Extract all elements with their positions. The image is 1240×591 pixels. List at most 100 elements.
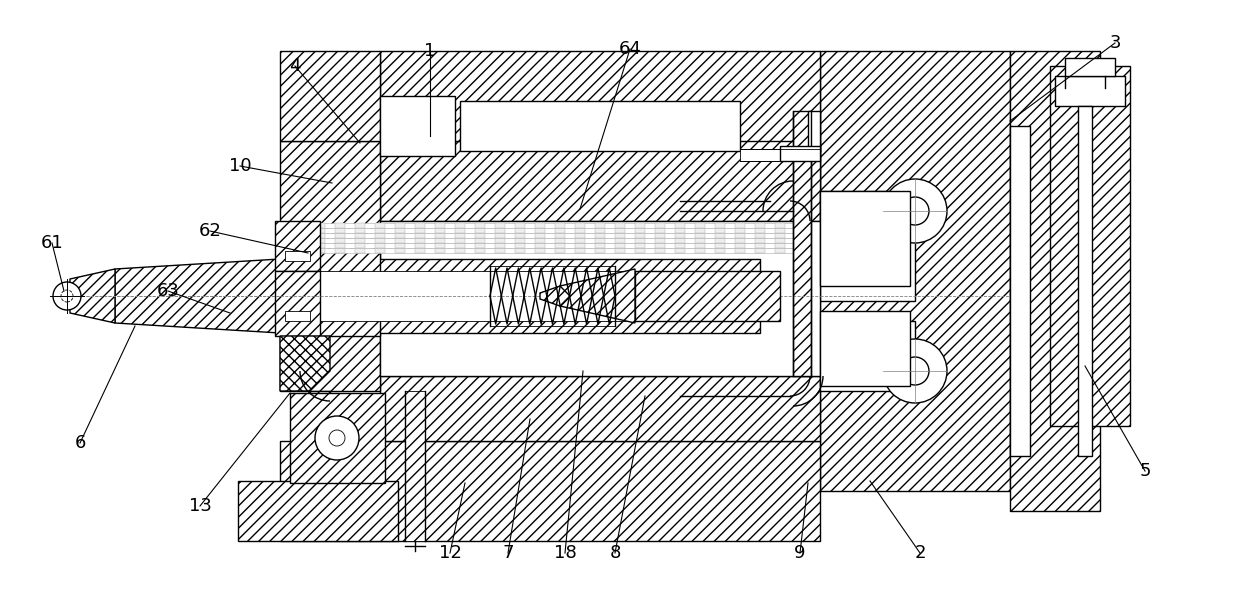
Circle shape [883, 339, 947, 403]
Bar [635, 233, 645, 238]
Bar [755, 233, 765, 238]
Polygon shape [280, 336, 330, 391]
Bar [455, 248, 465, 253]
Bar [595, 228, 605, 233]
Bar [635, 271, 780, 321]
Bar [515, 223, 525, 228]
Bar [694, 238, 706, 243]
Bar [335, 233, 345, 238]
Bar [615, 228, 625, 233]
Bar [295, 248, 795, 253]
Bar [534, 243, 546, 248]
Bar [295, 233, 305, 238]
Bar [355, 243, 365, 248]
Text: 3: 3 [1110, 34, 1121, 52]
Bar [295, 228, 795, 233]
Bar [415, 238, 425, 243]
Bar [655, 248, 665, 253]
Bar [740, 149, 820, 161]
Bar [475, 243, 485, 248]
Bar [495, 233, 505, 238]
Bar [275, 271, 320, 336]
Text: 64: 64 [619, 40, 641, 58]
Bar [675, 243, 684, 248]
Bar [280, 251, 379, 336]
Bar [315, 233, 325, 238]
Bar [455, 233, 465, 238]
Bar [415, 228, 425, 233]
Bar [534, 233, 546, 238]
Bar [515, 243, 525, 248]
Bar [615, 223, 625, 228]
Circle shape [901, 357, 929, 385]
Bar [495, 223, 505, 228]
Text: 13: 13 [188, 497, 212, 515]
Bar [396, 243, 405, 248]
Bar [335, 243, 345, 248]
Bar [655, 223, 665, 228]
Polygon shape [560, 269, 635, 323]
Bar [415, 243, 425, 248]
Bar [595, 248, 605, 253]
Bar [285, 311, 310, 321]
Bar [735, 233, 745, 238]
Bar [556, 223, 565, 228]
Text: 4: 4 [289, 57, 301, 75]
Bar [379, 51, 820, 191]
Bar [694, 228, 706, 233]
Bar [675, 228, 684, 233]
Bar [775, 228, 785, 233]
Bar [238, 481, 398, 541]
Bar [715, 248, 725, 253]
Bar [315, 228, 325, 233]
Bar [820, 191, 910, 286]
Bar [295, 223, 305, 228]
Circle shape [901, 197, 929, 225]
Bar [675, 238, 684, 243]
Bar [775, 223, 785, 228]
Circle shape [883, 179, 947, 243]
Bar [355, 233, 365, 238]
Bar [415, 233, 425, 238]
Text: 63: 63 [156, 282, 180, 300]
Bar [396, 248, 405, 253]
Bar [1078, 106, 1092, 456]
Bar [415, 223, 425, 228]
Bar [635, 248, 645, 253]
Bar [295, 271, 760, 321]
Bar [715, 238, 725, 243]
Bar [755, 248, 765, 253]
Bar [556, 238, 565, 243]
Bar [355, 248, 365, 253]
Bar [396, 233, 405, 238]
Bar [735, 248, 745, 253]
Bar [315, 223, 325, 228]
Text: 5: 5 [1140, 462, 1151, 480]
Text: 10: 10 [228, 157, 252, 175]
Polygon shape [539, 286, 570, 306]
Bar [675, 223, 684, 228]
Bar [775, 238, 785, 243]
Bar [295, 223, 795, 228]
Bar [615, 243, 625, 248]
Bar [275, 221, 320, 271]
Text: 61: 61 [41, 234, 63, 252]
Bar [355, 223, 365, 228]
Bar [595, 238, 605, 243]
Bar [435, 238, 445, 243]
Bar [775, 233, 785, 238]
Bar [295, 238, 305, 243]
Bar [295, 243, 305, 248]
Bar [515, 248, 525, 253]
Bar [635, 243, 645, 248]
Bar [396, 238, 405, 243]
Bar [285, 251, 310, 261]
Bar [655, 243, 665, 248]
Bar [715, 223, 725, 228]
Bar [575, 223, 585, 228]
Circle shape [53, 282, 81, 310]
Text: 6: 6 [74, 434, 86, 452]
Bar [675, 233, 684, 238]
Bar [495, 238, 505, 243]
Bar [379, 376, 820, 441]
